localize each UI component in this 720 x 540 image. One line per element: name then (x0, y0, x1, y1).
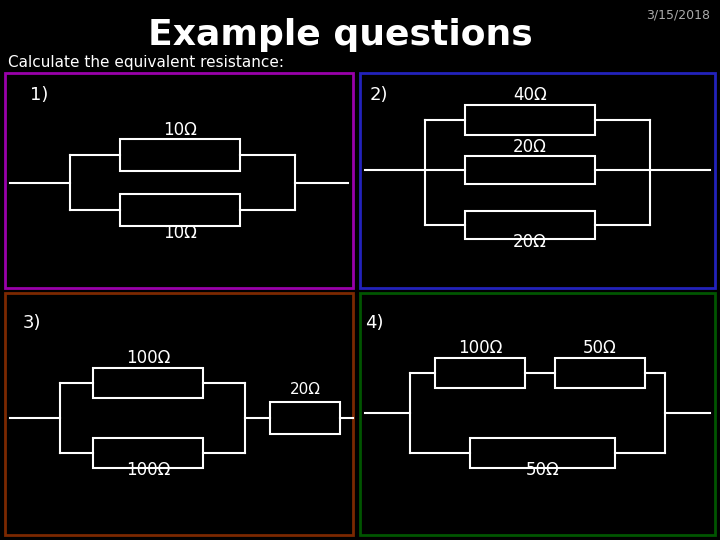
Bar (470, 438, 615, 468)
Text: 50Ω: 50Ω (583, 339, 617, 357)
Bar (435, 358, 525, 388)
Bar (5, 293, 353, 535)
Bar (93, 438, 203, 468)
Bar (360, 73, 715, 288)
Text: 3/15/2018: 3/15/2018 (646, 9, 710, 22)
Text: Example questions: Example questions (148, 18, 532, 52)
Bar (465, 156, 595, 184)
Text: Calculate the equivalent resistance:: Calculate the equivalent resistance: (8, 56, 284, 71)
Bar (93, 368, 203, 398)
Text: 100Ω: 100Ω (458, 339, 502, 357)
Bar (465, 105, 595, 135)
Text: 4): 4) (365, 314, 384, 332)
Text: 50Ω: 50Ω (526, 461, 560, 479)
Text: 10Ω: 10Ω (163, 121, 197, 139)
Bar (360, 293, 715, 535)
Text: 20Ω: 20Ω (513, 233, 547, 251)
Bar (465, 211, 595, 239)
Bar (5, 73, 353, 288)
Text: 20Ω: 20Ω (289, 382, 320, 397)
Text: 1): 1) (30, 86, 48, 104)
Bar (120, 139, 240, 171)
Bar (270, 402, 340, 434)
Text: 3): 3) (23, 314, 42, 332)
Bar (120, 194, 240, 226)
Text: 100Ω: 100Ω (126, 349, 170, 367)
Text: 2): 2) (370, 86, 389, 104)
Text: 20Ω: 20Ω (513, 138, 547, 156)
Text: 40Ω: 40Ω (513, 86, 547, 104)
Text: 100Ω: 100Ω (126, 461, 170, 479)
Text: 10Ω: 10Ω (163, 224, 197, 242)
Bar (555, 358, 645, 388)
